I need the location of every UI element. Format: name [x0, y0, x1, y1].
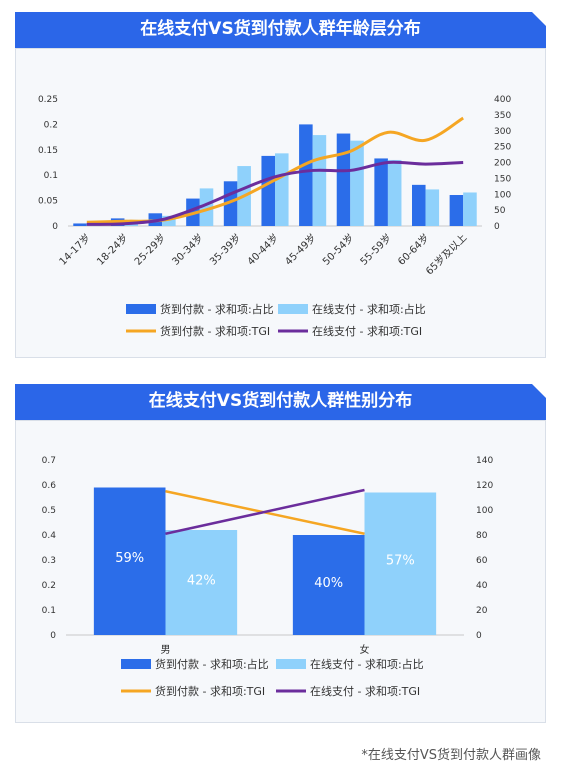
y-right-tick-label: 50 [494, 206, 506, 216]
bar [374, 158, 388, 226]
x-tick-label: 50-54岁 [320, 231, 357, 268]
gender-title-banner: 在线支付VS货到付款人群性别分布 [15, 380, 546, 426]
bar [165, 530, 238, 635]
y-left-tick-label: 0 [50, 631, 56, 641]
y-right-tick-label: 40 [476, 581, 488, 591]
bar [364, 492, 437, 635]
y-right-tick-label: 60 [476, 556, 488, 566]
bar [449, 195, 464, 226]
legend-label: 货到付款 - 求和项:占比 [160, 302, 274, 316]
bar [299, 124, 313, 226]
x-tick-label: 45-49岁 [282, 231, 319, 268]
bar [411, 184, 426, 226]
age-title-banner: 在线支付VS货到付款人群年龄层分布 [15, 8, 546, 54]
gender-chart-card: 0 0.1 0.2 0.3 0.4 0.5 0.6 0.7 0 20 40 60 80 100 120 140… [15, 420, 546, 723]
y-left-tick-label: 0.05 [38, 197, 58, 207]
gender-chart: 0 0.1 0.2 0.3 0.4 0.5 0.6 0.7 0 20 40 60 80 100 120 140… [16, 421, 545, 726]
legend-swatch [126, 304, 156, 314]
legend-swatch [278, 304, 308, 314]
x-tick-label: 25-29岁 [131, 231, 168, 268]
x-tick-label: 女 [360, 643, 370, 656]
gender-chart-svg: 0 0.1 0.2 0.3 0.4 0.5 0.6 0.7 0 20 40 60 80 100 120 140… [42, 456, 494, 698]
gender-chart-title: 在线支付VS货到付款人群性别分布 [148, 391, 413, 411]
y-left-tick-label: 0.25 [38, 95, 58, 105]
y-left-tick-label: 0.2 [44, 120, 58, 130]
age-chart-card: 0 0.05 0.1 0.15 0.2 0.25 0 50 100 150 200 250 300 350… [15, 48, 546, 358]
footnote: *在线支付VS货到付款人群画像 [361, 748, 541, 763]
y-right-tick-label: 100 [476, 506, 493, 516]
bar [312, 135, 327, 226]
bar [73, 223, 87, 226]
legend-swatch [121, 659, 151, 669]
x-tick-label: 30-34岁 [169, 231, 206, 268]
bar [261, 155, 275, 226]
y-left-tick-label: 0 [52, 222, 58, 232]
y-right-tick-label: 300 [494, 127, 511, 137]
bar [275, 153, 289, 226]
y-right-tick-label: 20 [476, 606, 488, 616]
x-tick-label: 60-64岁 [395, 231, 432, 268]
x-tick-label: 65岁及以上 [423, 231, 469, 277]
y-left-tick-label: 0.4 [42, 531, 57, 541]
age-chart: 0 0.05 0.1 0.15 0.2 0.25 0 50 100 150 200 250 300 350… [16, 49, 545, 361]
banner-shape [15, 12, 546, 50]
y-right-tick-label: 250 [494, 143, 511, 153]
series-line [86, 160, 464, 226]
bar-data-label: 59% [115, 551, 144, 566]
bar [292, 535, 365, 635]
bar-data-label: 40% [314, 576, 343, 591]
bar [199, 188, 214, 226]
legend-label: 在线支付 - 求和项:占比 [310, 657, 424, 671]
legend-label: 货到付款 - 求和项:TGI [155, 684, 265, 698]
y-left-tick-label: 0.15 [38, 146, 58, 156]
y-right-tick-label: 80 [476, 531, 488, 541]
bar [93, 487, 166, 635]
y-left-tick-label: 0.1 [44, 171, 58, 181]
banner-shape [15, 384, 546, 422]
y-left-tick-label: 0.2 [42, 581, 56, 591]
legend-label: 货到付款 - 求和项:TGI [160, 324, 270, 338]
y-right-tick-label: 150 [494, 174, 511, 184]
y-left-tick-label: 0.6 [42, 481, 57, 491]
legend-swatch [276, 659, 306, 669]
series-line [165, 488, 365, 535]
legend-label: 在线支付 - 求和项:TGI [310, 684, 420, 698]
y-left-tick-label: 0.5 [42, 506, 56, 516]
bar [336, 133, 351, 226]
y-right-tick-label: 120 [476, 481, 493, 491]
bar [425, 189, 440, 226]
bar [463, 192, 477, 226]
x-tick-label: 18-24岁 [94, 231, 131, 268]
y-right-tick-label: 200 [494, 159, 511, 169]
y-right-tick-label: 0 [494, 222, 500, 232]
age-chart-svg: 0 0.05 0.1 0.15 0.2 0.25 0 50 100 150 200 250 300 350… [38, 95, 511, 338]
legend-label: 在线支付 - 求和项:占比 [312, 302, 426, 316]
y-left-tick-label: 0.7 [42, 456, 56, 466]
bar [162, 215, 176, 226]
y-right-tick-label: 0 [476, 631, 482, 641]
x-tick-label: 14-17岁 [56, 231, 93, 268]
x-tick-label: 40-44岁 [244, 231, 281, 268]
y-right-tick-label: 140 [476, 456, 493, 466]
x-tick-label: 男 [161, 644, 171, 656]
bar [387, 159, 402, 226]
legend-label: 在线支付 - 求和项:TGI [312, 324, 422, 338]
y-right-tick-label: 400 [494, 95, 511, 105]
x-tick-label: 55-59岁 [357, 231, 394, 268]
y-right-tick-label: 100 [494, 190, 511, 200]
legend-label: 货到付款 - 求和项:占比 [155, 657, 269, 671]
bar-data-label: 57% [386, 553, 415, 568]
bar [350, 140, 364, 226]
age-chart-title: 在线支付VS货到付款人群年龄层分布 [140, 19, 421, 39]
y-left-tick-label: 0.1 [42, 606, 56, 616]
bar-data-label: 42% [187, 573, 216, 588]
y-right-tick-label: 350 [494, 111, 511, 121]
y-left-tick-label: 0.3 [42, 556, 56, 566]
x-tick-label: 35-39岁 [207, 231, 244, 268]
